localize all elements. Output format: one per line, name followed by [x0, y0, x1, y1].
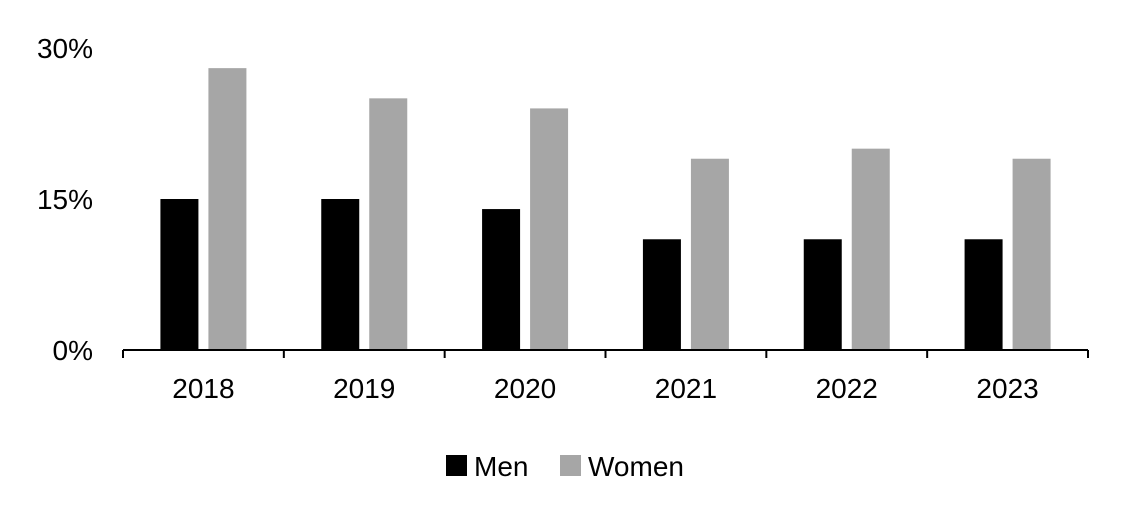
- bar-women-2019: [369, 98, 408, 350]
- y-tick-label: 15%: [37, 184, 93, 215]
- axes-group: [122, 349, 1089, 358]
- bar-men-2023: [964, 239, 1003, 350]
- legend-label-men: Men: [474, 451, 528, 482]
- bar-men-2018: [160, 199, 199, 350]
- bar-men-2019: [321, 199, 360, 350]
- x-axis-ticks: 2018 2019 2020 2021 2022 2023: [172, 373, 1038, 404]
- legend-label-women: Women: [588, 451, 684, 482]
- x-tick-label: 2019: [333, 373, 395, 404]
- x-tick-label: 2021: [655, 373, 717, 404]
- bar-women-2022: [851, 148, 890, 350]
- x-tick-label: 2023: [976, 373, 1038, 404]
- bar-men-2021: [642, 239, 681, 350]
- x-tick-label: 2022: [816, 373, 878, 404]
- bar-women-2021: [690, 158, 729, 350]
- bar-women-2018: [208, 68, 247, 350]
- bar-men-2022: [803, 239, 842, 350]
- bar-women-2023: [1012, 158, 1051, 350]
- legend-swatch-men: [446, 455, 467, 476]
- bars-group: [160, 68, 1051, 351]
- y-tick-label: 30%: [37, 33, 93, 64]
- bar-men-2020: [482, 209, 521, 350]
- x-tick-label: 2018: [172, 373, 234, 404]
- y-axis-ticks: 0% 15% 30%: [37, 33, 93, 366]
- legend-swatch-women: [560, 455, 581, 476]
- bar-women-2020: [530, 108, 569, 351]
- x-tick-label: 2020: [494, 373, 556, 404]
- legend: Men Women: [446, 451, 684, 482]
- y-tick-label: 0%: [53, 335, 93, 366]
